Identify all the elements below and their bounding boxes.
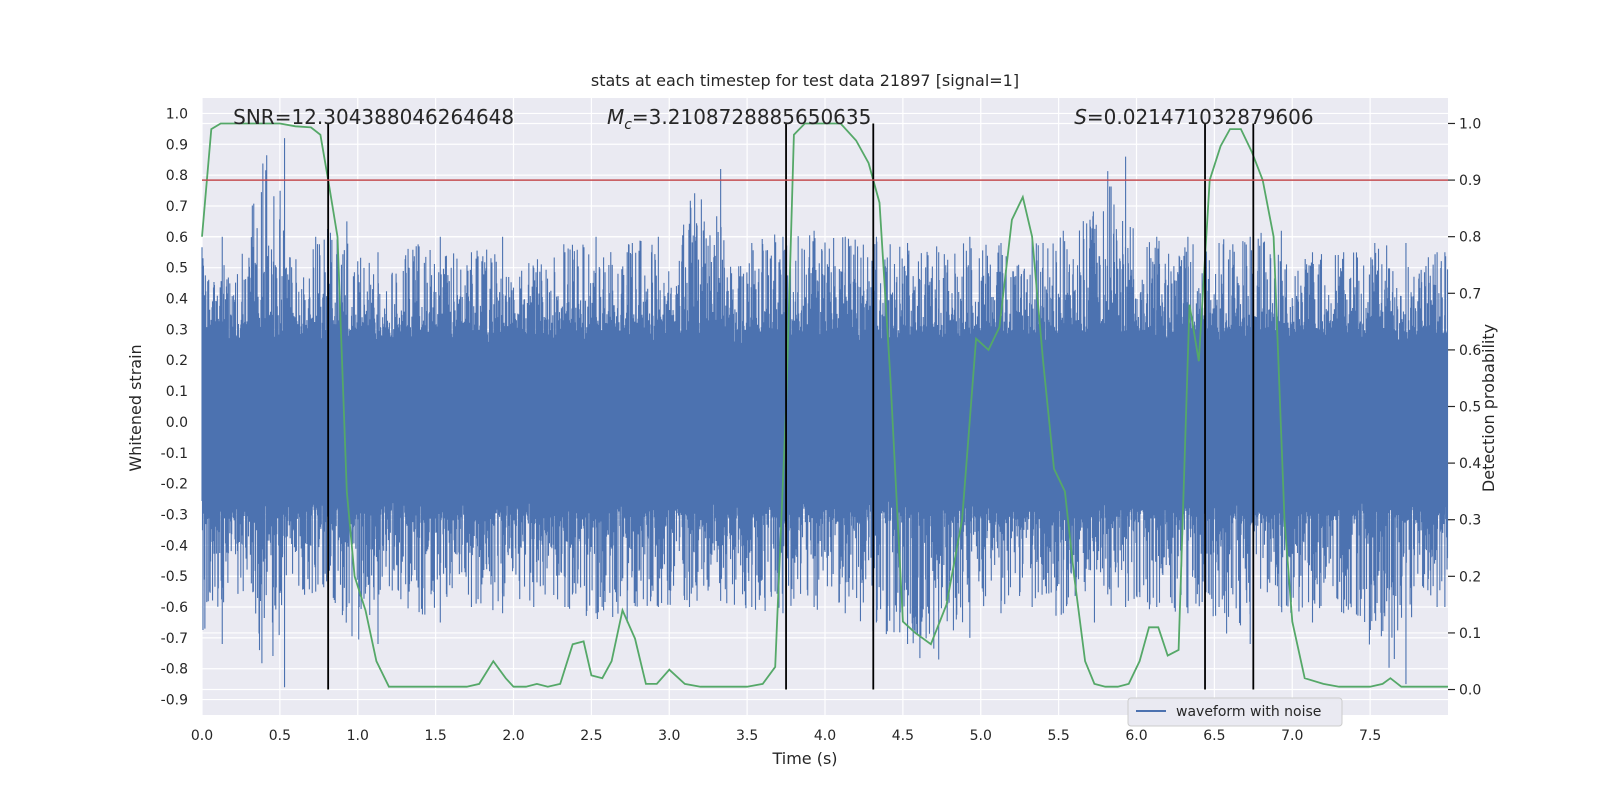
y-right-tick-label: 0.3 — [1459, 513, 1481, 529]
x-tick-label: 3.5 — [736, 728, 758, 744]
y-left-tick-label: 0.4 — [166, 292, 188, 308]
waveform-core-band — [202, 347, 1448, 496]
y-right-tick-label: 0.7 — [1459, 286, 1481, 302]
y-left-tick-label: 0.0 — [166, 415, 188, 431]
x-tick-label: 0.0 — [191, 728, 213, 744]
legend-entry: waveform with noise — [1176, 704, 1321, 720]
x-tick-label: 4.5 — [892, 728, 914, 744]
y-left-axis-label: Whitened strain — [126, 344, 145, 471]
x-axis-ticks: 0.0 0.5 1.0 1.5 2.0 2.5 3.0 3.5 4.0 4.5 5.0 5.5 6.0 6… — [191, 728, 1381, 744]
x-tick-label: 1.5 — [424, 728, 446, 744]
y-left-tick-label: -0.3 — [161, 507, 188, 523]
x-tick-label: 7.5 — [1359, 728, 1381, 744]
annotation-1: Mc=3.2108728885650635 — [607, 105, 871, 133]
detection-series — [201, 122, 1448, 688]
annotation-2: S=0.021471032879606 — [1074, 105, 1313, 129]
y-left-tick-label: -0.7 — [161, 631, 188, 647]
legend-box — [1127, 697, 1343, 727]
y-left-axis-ticks: 1.0 0.9 0.8 0.7 0.6 0.5 0.4 0.3 0.2 0.1 0.0 -0.1 -0.… — [161, 106, 188, 708]
x-tick-label: 5.5 — [1047, 728, 1069, 744]
annotation-0: SNR=12.304388046264648 — [233, 105, 514, 129]
vertical-markers — [327, 123, 1255, 690]
y-right-tick-label: 0.0 — [1459, 683, 1481, 699]
y-right-tick-label: 1.0 — [1459, 116, 1481, 132]
chart-title: stats at each timestep for test data 218… — [591, 71, 1019, 90]
y-left-tick-label: 0.6 — [166, 230, 188, 246]
y-left-tick-label: -0.1 — [161, 446, 188, 462]
y-right-tick-label: 0.9 — [1459, 173, 1481, 189]
x-tick-label: 3.0 — [658, 728, 680, 744]
x-tick-label: 2.5 — [580, 728, 602, 744]
y-left-tick-label: 0.1 — [166, 384, 188, 400]
x-axis-label: Time (s) — [771, 749, 837, 768]
y-left-tick-label: 0.7 — [166, 199, 188, 215]
x-tick-label: 2.0 — [502, 728, 524, 744]
y-left-tick-label: 0.9 — [166, 137, 188, 153]
y-right-axis-ticks: 1.0 0.9 0.8 0.7 0.6 0.5 0.4 0.3 0.2 0.1 0.0 — [1448, 116, 1481, 699]
x-tick-label: 1.0 — [347, 728, 369, 744]
x-tick-label: 5.0 — [970, 728, 992, 744]
legend: waveform with noise — [1127, 697, 1343, 727]
x-tick-label: 6.0 — [1125, 728, 1147, 744]
y-left-tick-label: -0.5 — [161, 569, 188, 585]
y-right-tick-label: 0.8 — [1459, 230, 1481, 246]
y-left-tick-label: 0.5 — [166, 261, 188, 277]
y-left-tick-label: 0.8 — [166, 168, 188, 184]
waveform-series — [201, 138, 1449, 688]
x-tick-label: 6.5 — [1203, 728, 1225, 744]
y-left-tick-label: -0.2 — [161, 477, 188, 493]
x-tick-label: 7.0 — [1281, 728, 1303, 744]
y-right-tick-label: 0.5 — [1459, 400, 1481, 416]
y-left-tick-label: -0.8 — [161, 662, 188, 678]
y-left-tick-label: 0.3 — [166, 322, 188, 338]
x-tick-label: 0.5 — [269, 728, 291, 744]
y-left-tick-label: -0.9 — [161, 693, 188, 709]
y-right-tick-label: 0.6 — [1459, 343, 1481, 359]
annotations: SNR=12.304388046264648 Mc=3.2108728885650… — [233, 105, 1313, 133]
y-right-tick-label: 0.2 — [1459, 569, 1481, 585]
detection-line — [201, 122, 1448, 688]
y-left-tick-label: 0.2 — [166, 353, 188, 369]
y-right-tick-label: 0.1 — [1459, 626, 1481, 642]
y-left-tick-label: 1.0 — [166, 106, 188, 122]
y-right-axis-label: Detection probability — [1479, 324, 1498, 492]
y-left-tick-label: -0.4 — [161, 538, 188, 554]
y-right-tick-label: 0.4 — [1459, 456, 1481, 472]
x-tick-label: 4.0 — [814, 728, 836, 744]
y-left-tick-label: -0.6 — [161, 600, 188, 616]
